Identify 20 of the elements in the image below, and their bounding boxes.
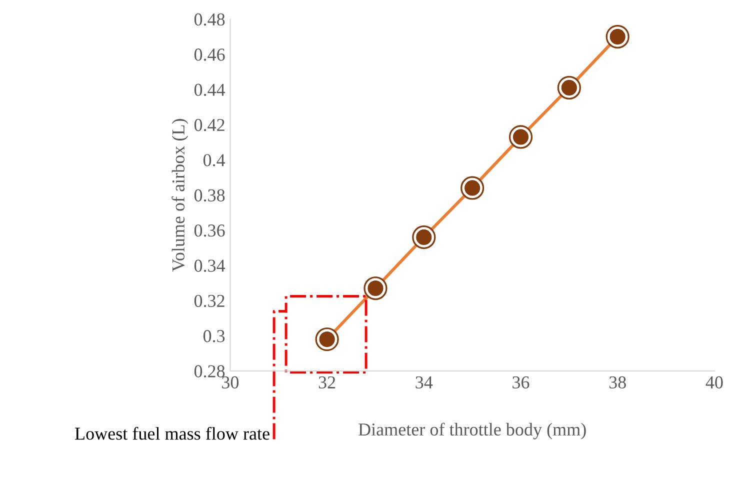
y-tick-label: 0.38 bbox=[194, 189, 225, 202]
x-tick-label: 40 bbox=[706, 376, 723, 388]
x-tick-label: 38 bbox=[609, 376, 626, 388]
y-tick-label: 0.3 bbox=[203, 330, 225, 342]
x-axis-title: Diameter of throttle body (mm) bbox=[358, 422, 586, 440]
y-tick-label: 0.48 bbox=[194, 13, 225, 26]
y-tick-label: 0.44 bbox=[194, 84, 226, 96]
x-tick-label: 32 bbox=[318, 376, 336, 388]
y-tick-label: 0.36 bbox=[194, 224, 225, 237]
y-tick-label: 0.42 bbox=[194, 118, 224, 132]
x-tick-label: 34 bbox=[416, 376, 433, 388]
x-tick-label: 36 bbox=[512, 376, 530, 388]
y-tick-label: 0.4 bbox=[203, 154, 226, 166]
y-tick-label: 0.32 bbox=[194, 294, 224, 308]
text: Lowest fuel mass flow rate bbox=[75, 426, 270, 440]
y-axis-title: Volume of airbox (L) bbox=[172, 119, 188, 272]
y-tick-label: 0.28 bbox=[194, 365, 225, 378]
y-tick-label: 0.34 bbox=[194, 260, 226, 272]
y-tick-label: 0.46 bbox=[194, 48, 225, 61]
x-tick-label: 30 bbox=[222, 376, 239, 388]
